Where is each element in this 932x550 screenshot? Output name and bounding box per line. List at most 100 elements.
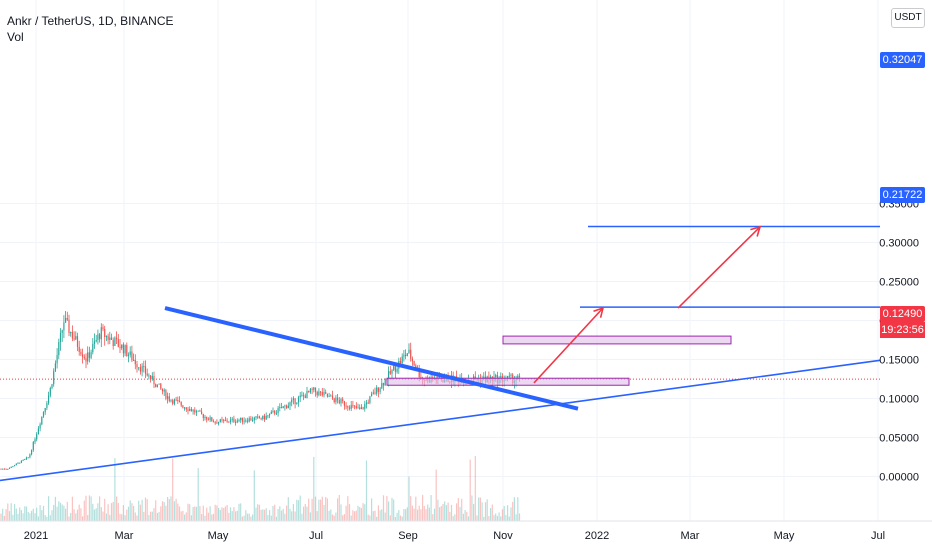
volume-bar bbox=[331, 514, 334, 521]
candle-body bbox=[303, 395, 305, 397]
volume-bar bbox=[70, 512, 72, 521]
x-tick-label: Sep bbox=[398, 530, 418, 542]
volume-bar bbox=[510, 507, 512, 521]
volume-bar bbox=[54, 496, 56, 521]
volume-bar bbox=[51, 510, 53, 521]
volume-bar bbox=[384, 512, 386, 521]
candle-body bbox=[275, 413, 277, 415]
volume-bar bbox=[59, 502, 62, 521]
candle-body bbox=[46, 403, 48, 408]
volume-bar bbox=[340, 504, 342, 521]
volume-bar bbox=[376, 516, 378, 521]
volume-bar bbox=[360, 508, 362, 521]
volume-bar bbox=[263, 509, 266, 521]
volume-bar bbox=[238, 503, 240, 521]
candle-body bbox=[245, 420, 247, 422]
candle-body bbox=[146, 373, 148, 376]
candle-body bbox=[51, 384, 53, 389]
candle-body bbox=[221, 419, 223, 421]
candle-body bbox=[151, 375, 153, 380]
volume-bar bbox=[301, 513, 303, 521]
volume-bar bbox=[180, 511, 182, 521]
volume-bar bbox=[399, 515, 402, 521]
candle-body bbox=[161, 388, 164, 392]
candle-body bbox=[252, 420, 254, 422]
volume-bar bbox=[48, 496, 50, 521]
candle-body bbox=[314, 387, 317, 393]
volume-bar bbox=[394, 516, 396, 521]
candle-body bbox=[109, 337, 111, 340]
volume-bar bbox=[359, 506, 361, 521]
candle-body bbox=[207, 419, 209, 421]
candle-body bbox=[517, 375, 519, 380]
candle-body bbox=[61, 330, 63, 333]
volume-bar bbox=[262, 509, 264, 521]
volume-bar bbox=[61, 504, 63, 521]
volume-bar bbox=[296, 499, 298, 521]
candle-body bbox=[236, 420, 238, 423]
candle-body bbox=[167, 396, 169, 399]
volume-bar bbox=[41, 510, 43, 521]
candle-body bbox=[381, 383, 383, 389]
volume-bar bbox=[513, 497, 515, 521]
projection-arrow bbox=[533, 307, 604, 384]
candle-body bbox=[372, 392, 374, 394]
candle-body bbox=[250, 418, 252, 421]
candle-body bbox=[399, 360, 402, 364]
currency-button[interactable]: USDT bbox=[891, 8, 925, 28]
volume-bar bbox=[148, 514, 150, 521]
volume-bar bbox=[209, 506, 211, 521]
volume-bar bbox=[92, 503, 94, 521]
volume-bar bbox=[501, 509, 504, 521]
volume-bar bbox=[328, 510, 330, 521]
candle-body bbox=[331, 395, 334, 399]
symbol-title[interactable]: Ankr / TetherUS, 1D, BINANCE bbox=[7, 14, 174, 28]
volume-bar bbox=[95, 508, 97, 521]
volume-bar bbox=[372, 511, 374, 521]
volume-bar bbox=[22, 513, 24, 521]
candle-body bbox=[411, 358, 413, 362]
volume-bar bbox=[481, 502, 483, 521]
candle-body bbox=[510, 374, 512, 376]
volume-bar bbox=[275, 516, 277, 521]
candle-body bbox=[374, 392, 376, 394]
candle-body bbox=[474, 376, 476, 379]
candle-body bbox=[321, 392, 323, 396]
candle-body bbox=[160, 383, 162, 389]
candle-body bbox=[365, 402, 368, 405]
volume-bar bbox=[25, 506, 28, 521]
candle-body bbox=[292, 398, 294, 400]
candle-body bbox=[131, 351, 133, 361]
candle-body bbox=[124, 345, 126, 354]
volume-bar bbox=[437, 499, 439, 521]
volume-bar bbox=[401, 516, 403, 521]
candle-body bbox=[287, 405, 289, 409]
volume-bar bbox=[449, 511, 451, 521]
candle-body bbox=[255, 416, 257, 418]
candle-body bbox=[320, 391, 322, 393]
candle-body bbox=[518, 375, 521, 377]
volume-bar bbox=[240, 503, 242, 521]
candle-body bbox=[71, 331, 73, 339]
volume-bar bbox=[433, 508, 436, 521]
candle-body bbox=[178, 400, 181, 402]
ascending-trendline bbox=[0, 359, 881, 482]
volume-bar bbox=[194, 506, 196, 521]
candle-body bbox=[253, 417, 255, 421]
candle-body bbox=[393, 366, 395, 370]
candle-body bbox=[12, 466, 14, 468]
candle-body bbox=[41, 416, 43, 425]
candle-body bbox=[262, 415, 264, 420]
volume-bar bbox=[206, 507, 208, 521]
volume-indicator-label[interactable]: Vol bbox=[7, 30, 24, 44]
candle-body bbox=[133, 359, 135, 361]
volume-bar bbox=[286, 505, 288, 521]
candle-body bbox=[326, 393, 328, 397]
candle-body bbox=[347, 406, 349, 408]
candle-body bbox=[10, 466, 12, 468]
candle-body bbox=[218, 422, 220, 424]
volume-bar bbox=[129, 500, 131, 521]
volume-bar bbox=[282, 508, 284, 521]
candle-body bbox=[182, 405, 184, 408]
